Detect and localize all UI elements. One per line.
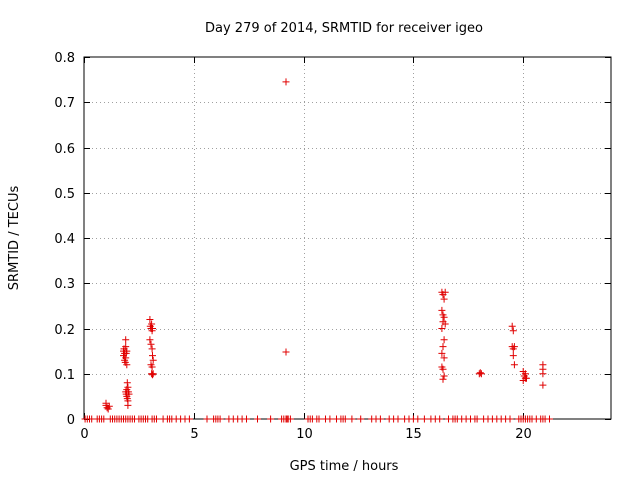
data-point [440,336,448,344]
data-point [267,415,275,423]
y-tick-label: 0.5 [54,187,75,202]
data-point [539,381,547,389]
data-point [439,343,447,351]
data-point [153,415,160,423]
data-point [122,343,130,351]
data-point [438,349,446,357]
data-point [243,415,250,423]
data-point [286,415,294,423]
data-point [124,401,132,409]
data-point [440,313,448,321]
data-point [521,370,529,378]
data-point [105,402,113,410]
data-point [509,352,517,360]
grid-lines [84,57,611,419]
data-point [203,415,211,423]
data-point [254,415,261,423]
data-point [149,352,156,360]
data-point [414,415,422,423]
data-point [122,336,130,344]
data-point [123,347,131,355]
data-point [510,343,518,351]
data-point [440,354,448,362]
data-point [436,415,444,423]
data-point [506,415,514,423]
plot-frame [83,56,612,420]
y-tick-label: 0.3 [54,277,75,292]
data-point [438,325,446,332]
y-tick-label: 0 [67,413,75,428]
data-point [473,415,481,423]
data-point [477,370,485,378]
x-tick-label: 10 [296,427,313,442]
x-axis-label: GPS time / hours [290,459,399,474]
data-point [149,325,156,332]
data-point [341,415,349,423]
y-tick-label: 0.2 [54,323,75,338]
data-point [148,363,156,371]
data-point [149,356,157,364]
data-point [508,322,516,330]
y-tick-label: 0.8 [54,51,75,66]
x-tick-label: 20 [515,427,532,442]
x-tick-label: 0 [80,427,88,442]
y-tick-label: 0.4 [54,232,75,247]
data-point [125,390,133,398]
data-points [81,78,553,423]
data-point [438,306,446,314]
data-point [440,372,448,380]
data-point [376,415,384,423]
data-point [147,340,155,348]
data-point [523,374,530,382]
chart-title: Day 279 of 2014, SRMTID for receiver ige… [205,21,483,36]
y-tick-label: 0.7 [54,96,75,111]
data-point [123,379,131,387]
data-point [146,336,154,344]
data-point [148,320,156,328]
data-point [476,369,484,377]
data-point [100,415,108,423]
data-point [510,361,518,369]
data-point [539,370,547,378]
y-tick-label: 0.6 [54,142,75,157]
data-point [282,78,290,86]
data-point [357,415,365,423]
y-tick-label: 0.1 [54,368,75,383]
data-point [216,415,224,423]
x-tick-label: 5 [190,427,198,442]
data-point [123,361,131,369]
y-axis-label: SRMTID / TECUs [7,186,22,291]
data-point [439,318,447,326]
data-point [315,415,323,423]
x-tick-label: 15 [405,427,422,442]
data-point [148,345,156,353]
data-point [439,365,447,373]
data-point [509,327,517,335]
data-point [439,375,447,383]
data-point [149,371,156,379]
axis-ticks: 0 5 10 15 20 0 0.1 0.2 0.3 0.4 0.5 0.6 0.7 0.8 [54,51,611,442]
data-point [441,288,449,296]
data-point [149,370,157,378]
data-point [146,316,154,323]
data-point [440,295,448,303]
data-point [185,415,193,423]
data-point [546,415,553,423]
data-point [282,348,290,356]
data-point [394,415,402,423]
data-point [420,415,428,423]
data-point [348,415,356,423]
data-point [326,415,334,423]
